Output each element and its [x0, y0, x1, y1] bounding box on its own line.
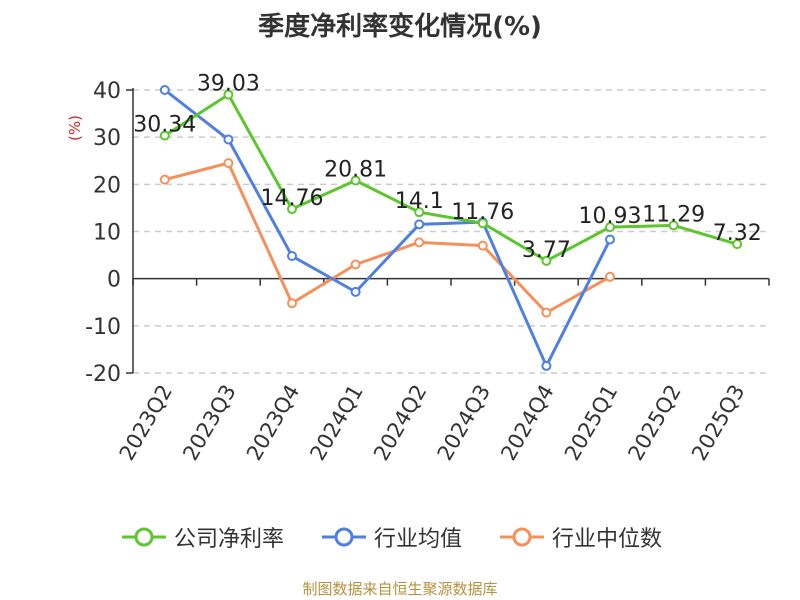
- chart-title: 季度净利率变化情况(%): [258, 12, 542, 42]
- data-point: [159, 174, 170, 185]
- data-label: 20.81: [324, 158, 387, 183]
- series-line: [164, 161, 611, 315]
- data-point: [605, 271, 615, 282]
- data-point: [223, 158, 234, 169]
- data-point: [287, 298, 297, 309]
- data-point: [223, 134, 234, 145]
- y-tick-label: 40: [93, 79, 121, 104]
- legend-item-industry-mean[interactable]: 行业均值: [322, 519, 462, 555]
- x-tick-label: 2023Q2: [115, 381, 177, 465]
- data-point: [223, 89, 234, 100]
- legend-label: 行业均值: [374, 527, 463, 552]
- y-tick-label: -10: [85, 315, 121, 340]
- data-point: [477, 218, 488, 229]
- data-point: [477, 240, 488, 251]
- data-label: 11.29: [642, 202, 705, 227]
- data-point: [287, 251, 297, 262]
- legend-label: 公司净利率: [174, 527, 285, 552]
- x-tick-label: 2023Q4: [242, 381, 304, 465]
- x-tick-label: 2024Q3: [433, 381, 495, 465]
- x-tick-label: 2025Q1: [560, 381, 622, 465]
- data-point: [159, 130, 170, 141]
- data-label: 11.76: [451, 200, 514, 225]
- data-label: 14.1: [395, 189, 444, 214]
- legend-marker-icon: [122, 527, 166, 547]
- x-tick-label: 2023Q3: [178, 381, 240, 465]
- data-point: [287, 204, 297, 215]
- data-label: 39.03: [197, 72, 260, 97]
- y-tick-label: 30: [93, 126, 121, 151]
- data-point: [605, 222, 615, 233]
- legend-marker-icon: [500, 527, 544, 547]
- y-tick-label: 10: [93, 221, 121, 246]
- legend-marker-icon: [322, 527, 366, 547]
- data-point: [350, 259, 361, 270]
- y-tick-label: 0: [107, 268, 121, 293]
- data-point: [541, 255, 552, 266]
- data-label: 10.93: [579, 204, 642, 229]
- series-line: [163, 88, 612, 368]
- data-point: [541, 360, 552, 371]
- data-label: 7.32: [713, 221, 762, 246]
- x-tick-label: 2024Q2: [369, 381, 431, 465]
- data-point: [159, 85, 170, 95]
- x-tick-label: 2025Q3: [687, 381, 749, 465]
- legend-label: 行业中位数: [552, 527, 663, 552]
- y-axis-label: (%): [66, 115, 84, 141]
- x-tick-label: 2025Q2: [623, 381, 685, 465]
- x-tick-label: 2024Q4: [496, 381, 558, 465]
- data-point: [732, 239, 743, 250]
- data-label: 14.76: [261, 186, 324, 211]
- legend: 公司净利率 行业均值 行业中位数: [0, 519, 800, 555]
- y-tick-label: -20: [85, 362, 121, 387]
- legend-item-company[interactable]: 公司净利率: [122, 519, 284, 555]
- data-point: [414, 207, 425, 218]
- data-point: [350, 286, 361, 297]
- data-source-note: 制图数据来自恒生聚源数据库: [302, 580, 498, 598]
- y-tick-label: 20: [93, 173, 121, 198]
- data-point: [350, 175, 361, 186]
- series-line: [163, 93, 738, 263]
- data-point: [605, 234, 615, 245]
- x-tick-label: 2024Q1: [305, 381, 367, 465]
- data-point: [414, 219, 425, 230]
- data-label: 30.34: [133, 113, 196, 138]
- data-label: 3.77: [522, 238, 571, 263]
- legend-item-industry-median[interactable]: 行业中位数: [500, 519, 662, 555]
- data-point: [541, 307, 552, 318]
- data-point: [668, 220, 679, 231]
- data-point: [414, 237, 425, 248]
